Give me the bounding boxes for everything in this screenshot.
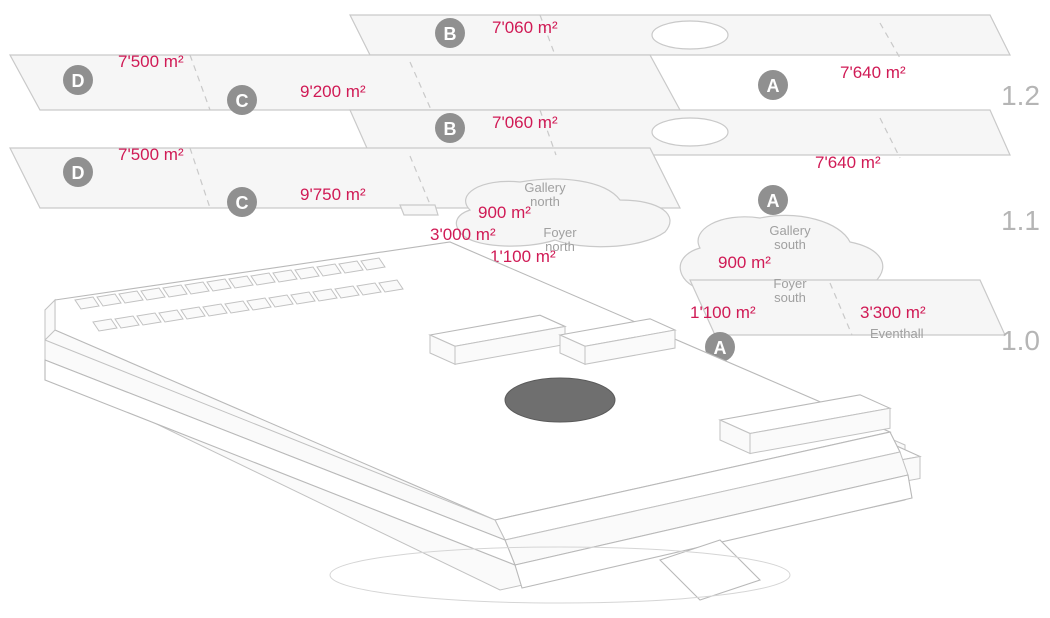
badge-f12-C: C [227,85,257,115]
area-f11-C: 9'750 m² [300,185,366,204]
badge-f11-D: D [63,157,93,187]
badge-f12-B: B [435,18,465,48]
badge-f12-A: A [758,70,788,100]
area-gallery-south: 900 m² [718,253,771,272]
svg-text:C: C [236,91,249,111]
area-f12-B: 7'060 m² [492,18,558,37]
badge-f11-A: A [758,185,788,215]
lbl-foyer-south-1: Foyer [773,276,807,291]
lbl-gallery-south-1: Gallery [769,223,811,238]
area-f11-B: 7'060 m² [492,113,558,132]
svg-text:B: B [444,119,457,139]
svg-text:D: D [72,163,85,183]
area-f12-A: 7'640 m² [840,63,906,82]
badge-f11-C: C [227,187,257,217]
lbl-eventhall: Eventhall [870,326,924,341]
area-f10-B: 3'000 m² [430,225,496,244]
lbl-foyer-south-2: south [774,290,806,305]
f12-light-well [652,21,728,49]
floor-label-11: 1.1 [1001,205,1040,236]
svg-text:B: B [444,24,457,44]
area-eventhall: 3'300 m² [860,303,926,322]
lbl-gallery-north-2: north [530,194,560,209]
area-gallery-north: 900 m² [478,203,531,222]
area-f11-A: 7'640 m² [815,153,881,172]
f11-notch [400,205,438,215]
lbl-foyer-north-1: Foyer [543,225,577,240]
f11-light-well [652,118,728,146]
svg-text:A: A [767,76,780,96]
svg-text:A: A [714,338,727,358]
area-f12-C: 9'200 m² [300,82,366,101]
area-f12-D: 7'500 m² [118,52,184,71]
lbl-gallery-south-2: south [774,237,806,252]
badge-f12-D: D [63,65,93,95]
floor-label-12: 1.2 [1001,80,1040,111]
svg-text:A: A [767,191,780,211]
lbl-gallery-north-1: Gallery [524,180,566,195]
lbl-foyer-north-2: north [545,239,575,254]
svg-text:C: C [236,193,249,213]
area-foyer-south: 1'100 m² [690,303,756,322]
svg-text:D: D [72,71,85,91]
area-f11-D: 7'500 m² [118,145,184,164]
floor-label-10: 1.0 [1001,325,1040,356]
roof-oculus [505,378,615,422]
badge-f11-B: B [435,113,465,143]
